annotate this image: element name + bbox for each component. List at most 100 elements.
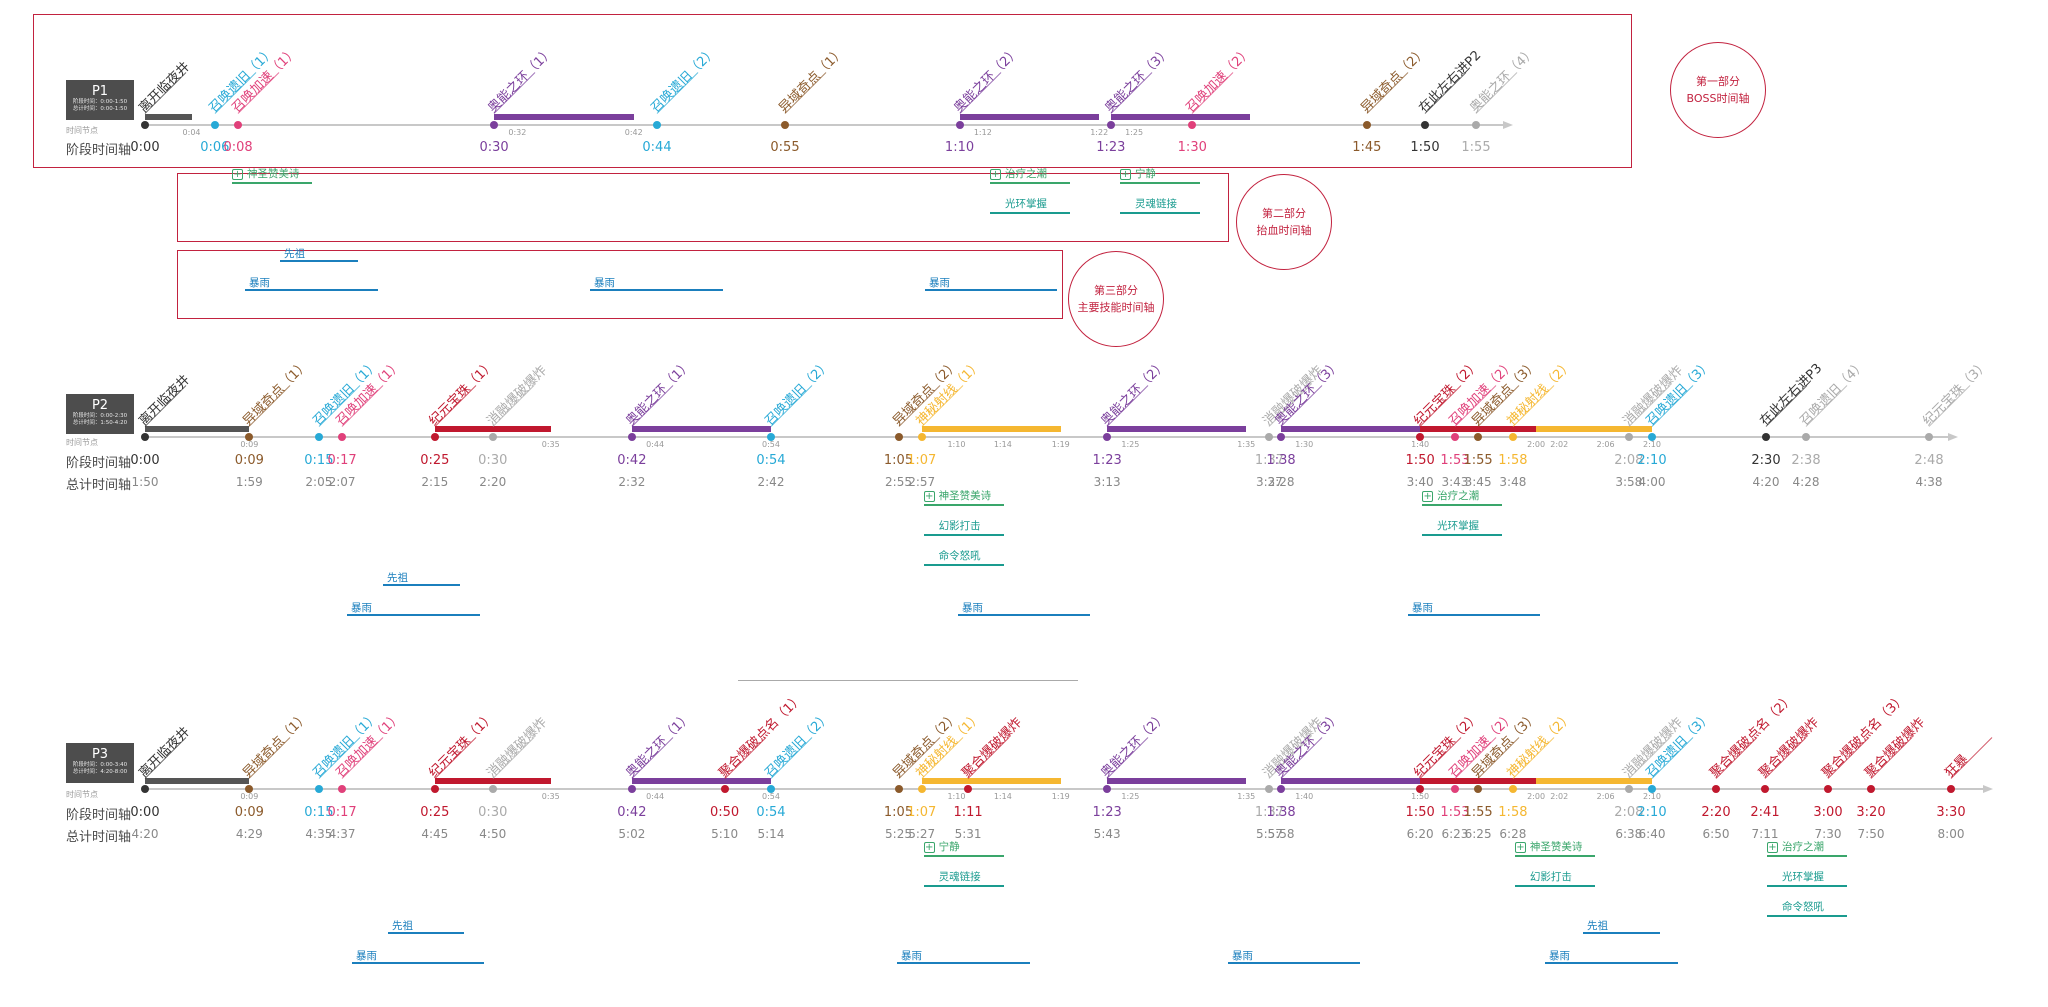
heal-label: 治疗之潮: [1005, 168, 1047, 180]
event-dot: [1925, 433, 1933, 441]
event-dot: [917, 433, 926, 441]
event-dot: [917, 785, 926, 793]
event-time: 0:55: [770, 140, 800, 155]
tick-label: 0:44: [646, 792, 665, 801]
shield-icon: [1120, 198, 1131, 210]
event-time: 1:38: [1266, 805, 1296, 820]
annotation-subtitle: 抬血时间轴: [1256, 224, 1312, 237]
phase-info-stage: 阶段时间：0:00-2:30: [72, 413, 128, 419]
shield-icon: [923, 871, 935, 883]
event-dot: [955, 121, 964, 129]
event-time: 3:20: [1856, 805, 1886, 820]
event-dot: [1474, 433, 1483, 441]
event-time: 0:25: [420, 805, 450, 820]
event-total-time: 4:00: [1638, 475, 1666, 489]
event-time: 0:54: [756, 805, 786, 820]
event-time: 1:23: [1096, 140, 1126, 155]
event-dot: [1508, 785, 1517, 793]
event-total-time: 6:23: [1441, 827, 1469, 841]
heal-underline: [1767, 885, 1847, 887]
event-total-time: 5:10: [711, 827, 739, 841]
event-time: 1:55: [1463, 453, 1493, 468]
phase-name: P3: [91, 747, 109, 762]
event-total-time: 1:50: [131, 475, 159, 489]
event-dot: [781, 121, 789, 129]
plus-icon: +: [1767, 841, 1778, 853]
event-time: 0:30: [479, 140, 509, 155]
shield-icon: [923, 520, 935, 532]
axis-line: [145, 436, 1950, 438]
duration-bar: [1281, 426, 1421, 432]
heal-skill: 幻影打击: [1514, 869, 1572, 884]
event-dot: [141, 785, 149, 793]
event-time: 1:37: [1254, 453, 1285, 468]
skill-underline: [280, 260, 358, 262]
heal-label: 宁静: [1135, 168, 1156, 180]
tick-label: 1:10: [947, 440, 966, 449]
heal-skill: + 宁静: [1120, 166, 1156, 181]
skill-underline: [1408, 614, 1540, 616]
event-label: 异域奇点（1）: [240, 357, 313, 429]
skill-label: 暴雨: [1549, 950, 1570, 962]
tick-label: 2:02: [1550, 792, 1569, 801]
event-dot: [1802, 433, 1810, 441]
row-label-phase: 阶段时间轴: [66, 456, 132, 471]
event-total-time: 4:45: [421, 827, 449, 841]
skill-label: 先祖: [1587, 920, 1608, 932]
event-total-time: 3:58: [1615, 475, 1643, 489]
section-box-1: [33, 14, 1632, 168]
event-dot: [1472, 121, 1480, 129]
event-time: 0:30: [478, 453, 508, 468]
skill-label: 暴雨: [929, 277, 950, 289]
event-label: 奥能之环（2）: [1098, 357, 1171, 429]
row-label-total: 总计时间轴: [66, 830, 132, 845]
event-dot: [210, 121, 219, 129]
event-time: 1:50: [1405, 453, 1435, 468]
skill-underline: [958, 614, 1090, 616]
event-total-time: 6:20: [1406, 827, 1434, 841]
duration-bar: [145, 426, 250, 432]
event-time: 2:30: [1751, 453, 1781, 468]
event-dot: [1624, 785, 1633, 793]
event-total-time: 4:29: [235, 827, 263, 841]
phase-info-total: 总计时间：4:20-8:00: [72, 769, 128, 775]
skill-label: 暴雨: [901, 950, 922, 962]
heal-label: 光环掌握: [1437, 520, 1480, 532]
row-label-node: 时间节点: [66, 790, 98, 799]
plus-icon: +: [1514, 841, 1526, 853]
heal-underline: [923, 534, 1004, 536]
annotation-2: 第二部分 抬血时间轴: [1236, 174, 1332, 270]
event-dot: [894, 433, 903, 441]
tick-label: 2:02: [1550, 440, 1569, 449]
event-dot: [1103, 433, 1112, 441]
event-dot: [1824, 785, 1832, 793]
heal-skill: 灵魂链接: [923, 869, 981, 884]
annotation-subtitle: 主要技能时间轴: [1077, 301, 1155, 314]
event-time: 1:55: [1461, 140, 1491, 155]
event-total-time: 5:02: [618, 827, 646, 841]
event-time: 0:30: [478, 805, 508, 820]
event-dot: [1508, 433, 1517, 441]
heal-label: 灵魂链接: [1135, 198, 1177, 210]
phase-badge-P1: P1 阶段时间：0:00-1:50 总计时间：0:00-1:50: [66, 80, 134, 120]
heal-skill: 灵魂链接: [1120, 196, 1177, 211]
tick-label: 1:25: [1121, 792, 1140, 801]
plus-icon: +: [1120, 168, 1131, 180]
skill-label: 暴雨: [594, 277, 615, 289]
duration-bar: [1110, 114, 1251, 120]
event-label: 异域奇点（1）: [240, 709, 313, 781]
axis-line: [145, 788, 1985, 790]
event-time: 1:05: [883, 453, 914, 468]
skill-label: 暴雨: [356, 950, 377, 962]
event-time: 0:06: [200, 140, 230, 155]
duration-bar: [1281, 778, 1421, 784]
tick-label: 1:40: [1295, 792, 1314, 801]
heal-label: 宁静: [938, 841, 960, 853]
event-time: 1:53: [1440, 805, 1470, 820]
tick-label: 1:50: [1411, 792, 1430, 801]
event-dot: [1277, 433, 1286, 441]
event-total-time: 6:25: [1464, 827, 1492, 841]
event-time: 2:10: [1637, 805, 1667, 820]
section-box-2: [177, 173, 1229, 242]
event-total-time: 3:45: [1464, 475, 1492, 489]
